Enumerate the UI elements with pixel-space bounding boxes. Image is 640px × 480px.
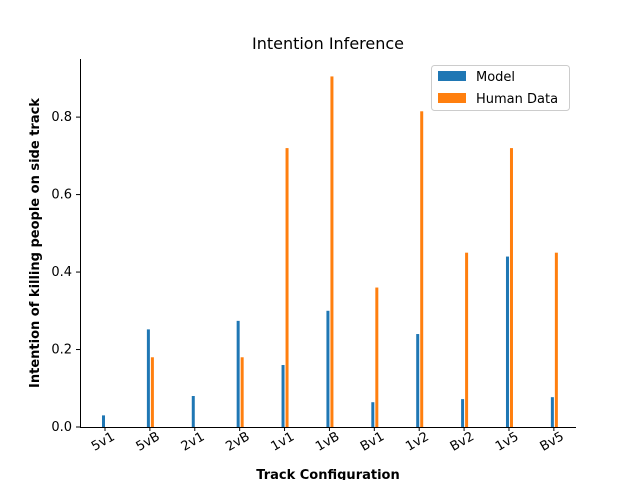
bar-human-data-bv1 (375, 287, 379, 427)
y-axis-label: Intention of killing people on side trac… (28, 98, 43, 388)
bar-model-1vb (326, 310, 330, 427)
bar-model-5vb (146, 329, 150, 427)
bar-model-bv1 (371, 402, 375, 427)
bar-model-2v1 (191, 396, 195, 427)
bar-human-data-bv2 (465, 252, 469, 427)
legend: Model Human Data (431, 65, 570, 111)
legend-label-model: Model (476, 70, 515, 85)
bar-model-1v2 (416, 334, 420, 427)
bar-model-1v5 (505, 256, 509, 427)
y-tick-label-0.8: 0.8 (51, 110, 72, 125)
legend-label-human-data: Human Data (476, 92, 558, 107)
bar-model-5v1 (102, 415, 105, 427)
y-ticks-layer: 0.0 0.2 0.4 0.6 0.8 (51, 110, 80, 435)
bar-model-bv2 (461, 399, 465, 427)
y-tick-label-0.2: 0.2 (51, 343, 72, 358)
bar-model-1v1 (281, 365, 285, 427)
y-tick-label-0.6: 0.6 (51, 188, 72, 203)
bar-model-2vb (236, 320, 240, 427)
chart-title: Intention Inference (252, 34, 404, 53)
bar-human-data-1v2 (420, 111, 424, 427)
bars-layer (102, 76, 558, 428)
bar-human-data-5vb (150, 357, 154, 427)
legend-swatch-model (438, 71, 466, 81)
y-tick-label-0.0: 0.0 (51, 420, 72, 435)
x-axis-label: Track Configuration (256, 468, 399, 480)
bar-human-data-2vb (240, 357, 244, 427)
y-tick-label-0.4: 0.4 (51, 265, 72, 280)
bar-human-data-1v1 (285, 148, 289, 428)
bar-model-bv5 (550, 397, 554, 427)
bar-human-data-1v5 (509, 148, 513, 428)
legend-swatch-human-data (438, 93, 466, 103)
bar-human-data-bv5 (554, 252, 558, 427)
bar-human-data-1vb (330, 76, 334, 427)
